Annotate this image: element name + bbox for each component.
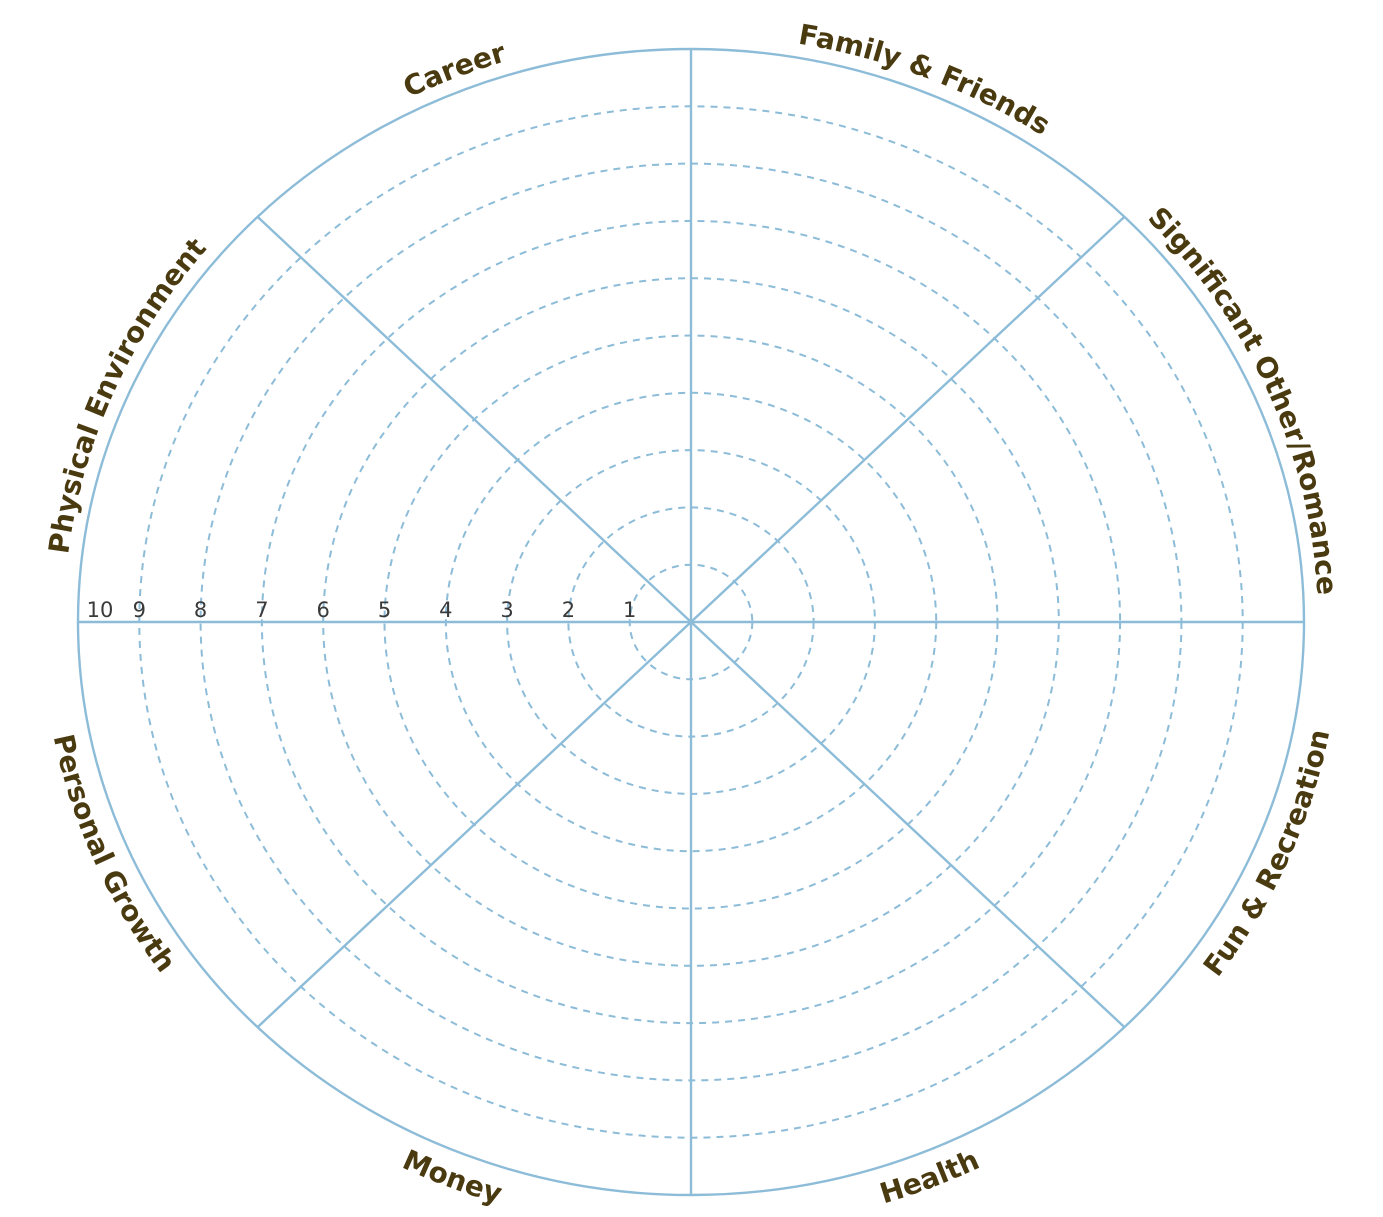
category-label-3: Significant Other/Romance — [1142, 200, 1344, 596]
scale-label-5: 5 — [378, 598, 391, 622]
scale-label-3: 3 — [500, 598, 513, 622]
category-label-6: Money — [398, 1143, 506, 1210]
scale-labels: 1 2 3 4 5 6 7 8 9 10 — [87, 598, 637, 622]
scale-label-10: 10 — [87, 598, 114, 622]
category-label-5: Health — [876, 1143, 984, 1210]
scale-label-8: 8 — [194, 598, 207, 622]
spokes-layer — [78, 49, 1304, 1195]
category-label-4: Fun & Recreation — [1197, 726, 1336, 982]
category-label-8: Physical Environment — [42, 231, 212, 555]
scale-label-2: 2 — [562, 598, 575, 622]
scale-label-4: 4 — [439, 598, 452, 622]
scale-label-7: 7 — [255, 598, 268, 622]
scale-label-6: 6 — [317, 598, 330, 622]
category-label-2: Family & Friends — [796, 18, 1056, 142]
scale-label-1: 1 — [623, 598, 636, 622]
category-label-7: Personal Growth — [47, 731, 183, 978]
scale-label-9: 9 — [133, 598, 146, 622]
